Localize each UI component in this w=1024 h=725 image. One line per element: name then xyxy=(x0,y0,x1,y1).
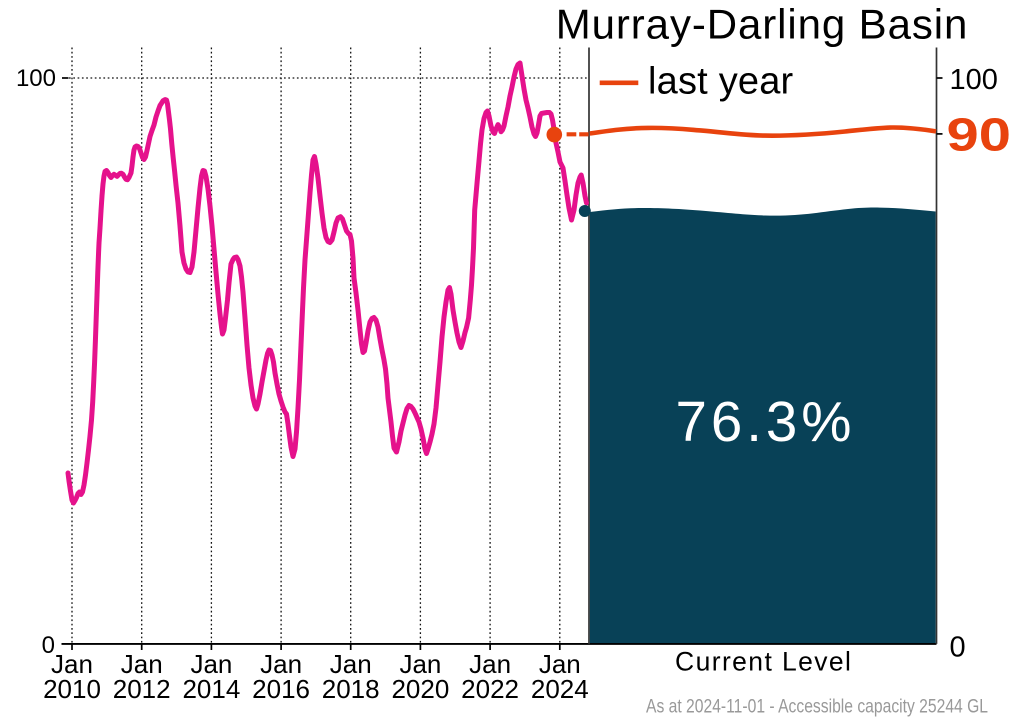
svg-text:2016: 2016 xyxy=(252,674,310,704)
svg-text:Jan: Jan xyxy=(539,649,581,679)
svg-text:Jan: Jan xyxy=(51,649,93,679)
svg-text:Current Level: Current Level xyxy=(675,646,852,676)
svg-text:100: 100 xyxy=(950,64,998,96)
svg-text:Jan: Jan xyxy=(399,649,441,679)
svg-text:2012: 2012 xyxy=(113,674,171,704)
svg-text:Jan: Jan xyxy=(260,649,302,679)
svg-text:Jan: Jan xyxy=(190,649,232,679)
svg-text:0: 0 xyxy=(42,632,55,659)
svg-text:Jan: Jan xyxy=(121,649,163,679)
svg-text:Jan: Jan xyxy=(469,649,511,679)
svg-text:2014: 2014 xyxy=(182,674,240,704)
svg-text:Jan: Jan xyxy=(330,649,372,679)
svg-text:2018: 2018 xyxy=(322,674,380,704)
svg-text:2022: 2022 xyxy=(461,674,519,704)
svg-text:Murray-Darling Basin: Murray-Darling Basin xyxy=(556,1,968,48)
svg-text:0: 0 xyxy=(950,632,966,664)
svg-text:As at 2024-11-01 - Accessible: As at 2024-11-01 - Accessible capacity 2… xyxy=(646,695,988,717)
svg-text:last year: last year xyxy=(648,60,794,102)
svg-text:2010: 2010 xyxy=(43,674,101,704)
svg-text:2020: 2020 xyxy=(391,674,449,704)
svg-text:100: 100 xyxy=(16,65,56,92)
svg-text:90: 90 xyxy=(947,109,1012,161)
svg-text:2024: 2024 xyxy=(531,674,589,704)
